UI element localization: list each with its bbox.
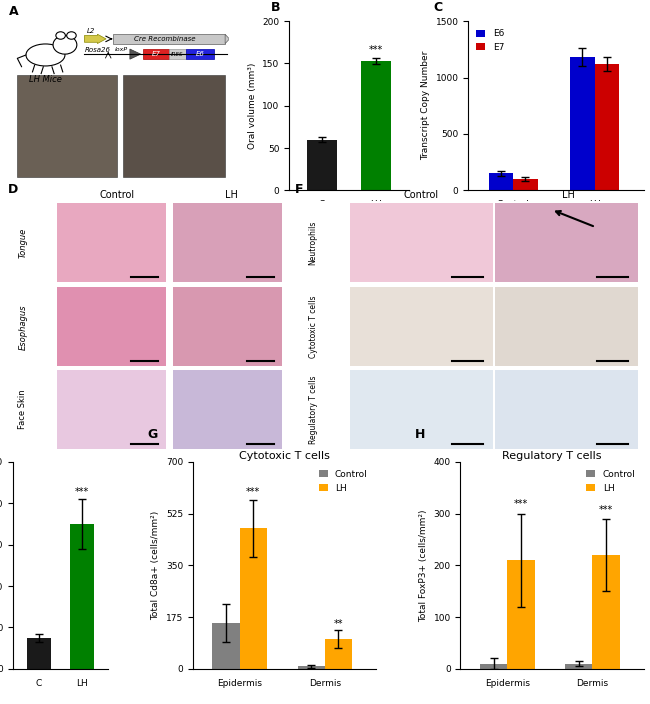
Text: E7: E7 — [151, 51, 161, 57]
Y-axis label: Oral volume (mm³): Oral volume (mm³) — [248, 63, 257, 149]
Text: LH: LH — [562, 189, 575, 199]
Bar — [495, 203, 638, 282]
Circle shape — [53, 35, 77, 54]
Bar — [112, 34, 225, 44]
Legend: E6, E7: E6, E7 — [473, 25, 508, 56]
Circle shape — [56, 32, 66, 39]
Bar — [70, 524, 94, 669]
Circle shape — [67, 32, 76, 39]
Title: Cytotoxic T cells: Cytotoxic T cells — [239, 451, 330, 461]
Bar — [570, 57, 595, 190]
Text: E6: E6 — [196, 51, 205, 57]
Bar — [325, 639, 352, 669]
Text: Control: Control — [404, 189, 439, 199]
Text: LH Mice: LH Mice — [29, 75, 62, 84]
Text: Regulatory T cells: Regulatory T cells — [309, 375, 318, 444]
Bar — [480, 664, 507, 669]
Text: F: F — [295, 183, 304, 196]
Bar — [57, 287, 166, 366]
Bar — [173, 203, 282, 282]
Text: C: C — [434, 1, 443, 14]
Text: Esophagus: Esophagus — [18, 304, 27, 349]
Text: H: H — [415, 428, 425, 441]
Legend: Control, LH: Control, LH — [315, 467, 371, 496]
Text: **: ** — [333, 619, 343, 629]
Bar — [124, 75, 225, 177]
Bar — [143, 49, 169, 59]
Bar — [173, 287, 282, 366]
Bar — [169, 49, 186, 59]
Bar — [513, 179, 538, 190]
Bar — [307, 139, 337, 190]
FancyArrow shape — [84, 34, 106, 44]
Bar — [489, 173, 513, 190]
Text: A: A — [8, 5, 18, 18]
Title: Regulatory T cells: Regulatory T cells — [502, 451, 602, 461]
Legend: Control, LH: Control, LH — [583, 467, 639, 496]
Y-axis label: Total Cd8a+ (cells/mm²): Total Cd8a+ (cells/mm²) — [151, 511, 161, 620]
Bar — [173, 370, 282, 449]
Text: Control: Control — [99, 189, 135, 199]
Text: ***: *** — [369, 45, 383, 56]
Bar — [240, 529, 267, 669]
Y-axis label: Transcript Copy Number: Transcript Copy Number — [421, 51, 430, 161]
Bar — [57, 370, 166, 449]
Bar — [350, 370, 493, 449]
Text: ***: *** — [75, 487, 89, 497]
Text: ***: *** — [599, 505, 613, 515]
Text: ***: *** — [246, 487, 261, 497]
Bar — [18, 75, 117, 177]
Text: Cre Recombinase: Cre Recombinase — [134, 36, 195, 42]
Text: IRES: IRES — [171, 51, 184, 56]
Text: Rosa26: Rosa26 — [84, 47, 110, 53]
Bar — [350, 203, 493, 282]
Polygon shape — [225, 34, 229, 44]
Bar — [57, 203, 166, 282]
Text: Tongue: Tongue — [18, 227, 27, 258]
Bar — [595, 64, 619, 190]
Bar — [186, 49, 214, 59]
Text: ***: *** — [514, 499, 528, 510]
Bar — [495, 287, 638, 366]
Text: D: D — [8, 183, 18, 196]
Bar — [361, 61, 391, 190]
Bar — [565, 664, 592, 669]
Bar — [27, 638, 51, 669]
Text: Face Skin: Face Skin — [18, 390, 27, 429]
Text: L2: L2 — [86, 28, 95, 34]
Bar — [507, 560, 534, 669]
Text: Neutrophils: Neutrophils — [309, 220, 318, 265]
Bar — [592, 555, 619, 669]
Text: loxP: loxP — [115, 47, 128, 52]
Ellipse shape — [26, 44, 65, 66]
Polygon shape — [130, 49, 140, 59]
Bar — [213, 623, 240, 669]
Bar — [298, 667, 325, 669]
Text: G: G — [147, 428, 157, 441]
Text: B: B — [271, 1, 281, 14]
Y-axis label: Total FoxP3+ (cells/mm²): Total FoxP3+ (cells/mm²) — [419, 509, 428, 622]
Text: Cytotoxic T cells: Cytotoxic T cells — [309, 296, 318, 358]
Bar — [495, 370, 638, 449]
Bar — [350, 287, 493, 366]
Text: LH: LH — [226, 189, 238, 199]
